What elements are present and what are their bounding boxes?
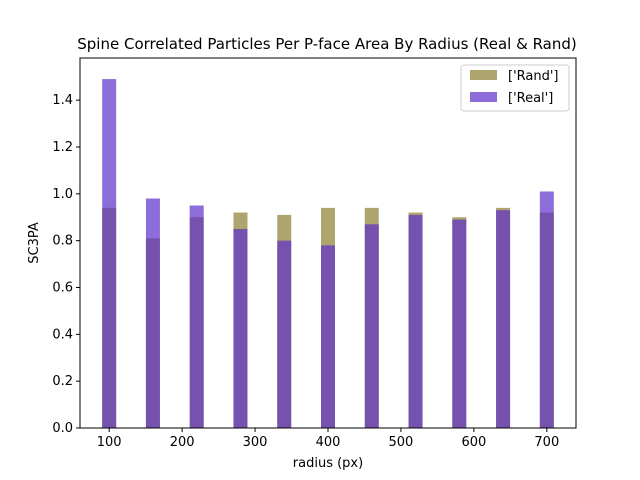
legend-label-rand: ['Rand'] (508, 69, 559, 84)
y-tick-label: 0.4 (52, 327, 73, 342)
bar-real-220 (189, 205, 204, 428)
bars-layer (102, 79, 554, 428)
x-tick-label: 200 (170, 435, 195, 450)
x-axis-label: radius (px) (293, 456, 363, 471)
y-axis-label: SC3PA (27, 222, 42, 264)
bar-real-340 (277, 240, 292, 428)
bar-real-100 (102, 79, 117, 428)
legend-swatch-real (470, 92, 497, 102)
bar-real-280 (233, 228, 248, 428)
legend-label-real: ['Real'] (508, 91, 553, 106)
bar-real-580 (452, 219, 467, 428)
x-tick-label: 700 (534, 435, 559, 450)
legend: ['Rand'] ['Real'] (460, 64, 570, 112)
y-tick-label: 0.2 (52, 374, 73, 389)
y-tick-label: 1.4 (52, 93, 73, 108)
chart-title: Spine Correlated Particles Per P-face Ar… (77, 35, 577, 53)
legend-swatch-rand (470, 70, 497, 80)
bar-real-400 (321, 245, 335, 428)
bar-real-160 (145, 198, 160, 428)
bar-real-640 (496, 210, 511, 428)
y-tick-label: 1.0 (52, 187, 73, 202)
y-tick-label: 1.2 (52, 140, 73, 155)
y-tick-label: 0.8 (52, 234, 73, 249)
x-tick-label: 400 (316, 435, 341, 450)
y-axis-ticks: 0.0 0.2 0.4 0.6 0.8 1.0 1.2 1.4 (52, 93, 80, 436)
x-tick-label: 300 (243, 435, 268, 450)
x-tick-label: 100 (97, 435, 122, 450)
x-axis-ticks: 100 200 300 400 500 600 700 (97, 428, 559, 450)
bar-real-460 (364, 224, 379, 428)
y-tick-label: 0.6 (52, 280, 73, 295)
x-tick-label: 500 (389, 435, 414, 450)
y-tick-label: 0.0 (52, 421, 73, 436)
bar-real-520 (408, 214, 423, 428)
bar-real-700 (539, 191, 554, 428)
x-tick-label: 600 (461, 435, 486, 450)
